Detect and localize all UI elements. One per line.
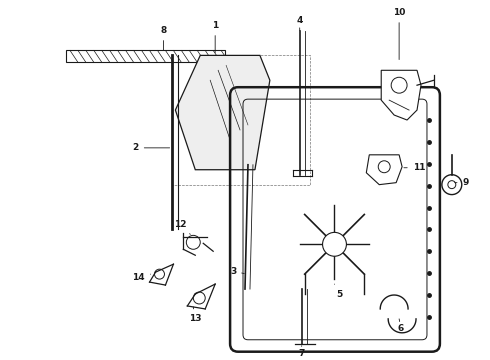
Circle shape — [322, 232, 346, 256]
Text: 11: 11 — [404, 163, 425, 172]
Text: 6: 6 — [398, 319, 404, 333]
Text: 14: 14 — [132, 273, 150, 282]
Text: 9: 9 — [455, 178, 469, 187]
Text: 13: 13 — [189, 307, 201, 323]
Polygon shape — [66, 50, 225, 62]
Polygon shape — [175, 55, 270, 170]
Text: 7: 7 — [298, 346, 305, 358]
Text: 3: 3 — [230, 267, 245, 276]
Text: 2: 2 — [132, 143, 170, 152]
Polygon shape — [367, 155, 402, 185]
Text: 12: 12 — [174, 220, 190, 234]
Text: 8: 8 — [160, 26, 167, 51]
Polygon shape — [381, 70, 421, 120]
Circle shape — [442, 175, 462, 195]
Text: 5: 5 — [335, 284, 343, 298]
Text: 4: 4 — [296, 16, 303, 31]
Text: 10: 10 — [393, 8, 405, 59]
Text: 1: 1 — [212, 21, 218, 53]
